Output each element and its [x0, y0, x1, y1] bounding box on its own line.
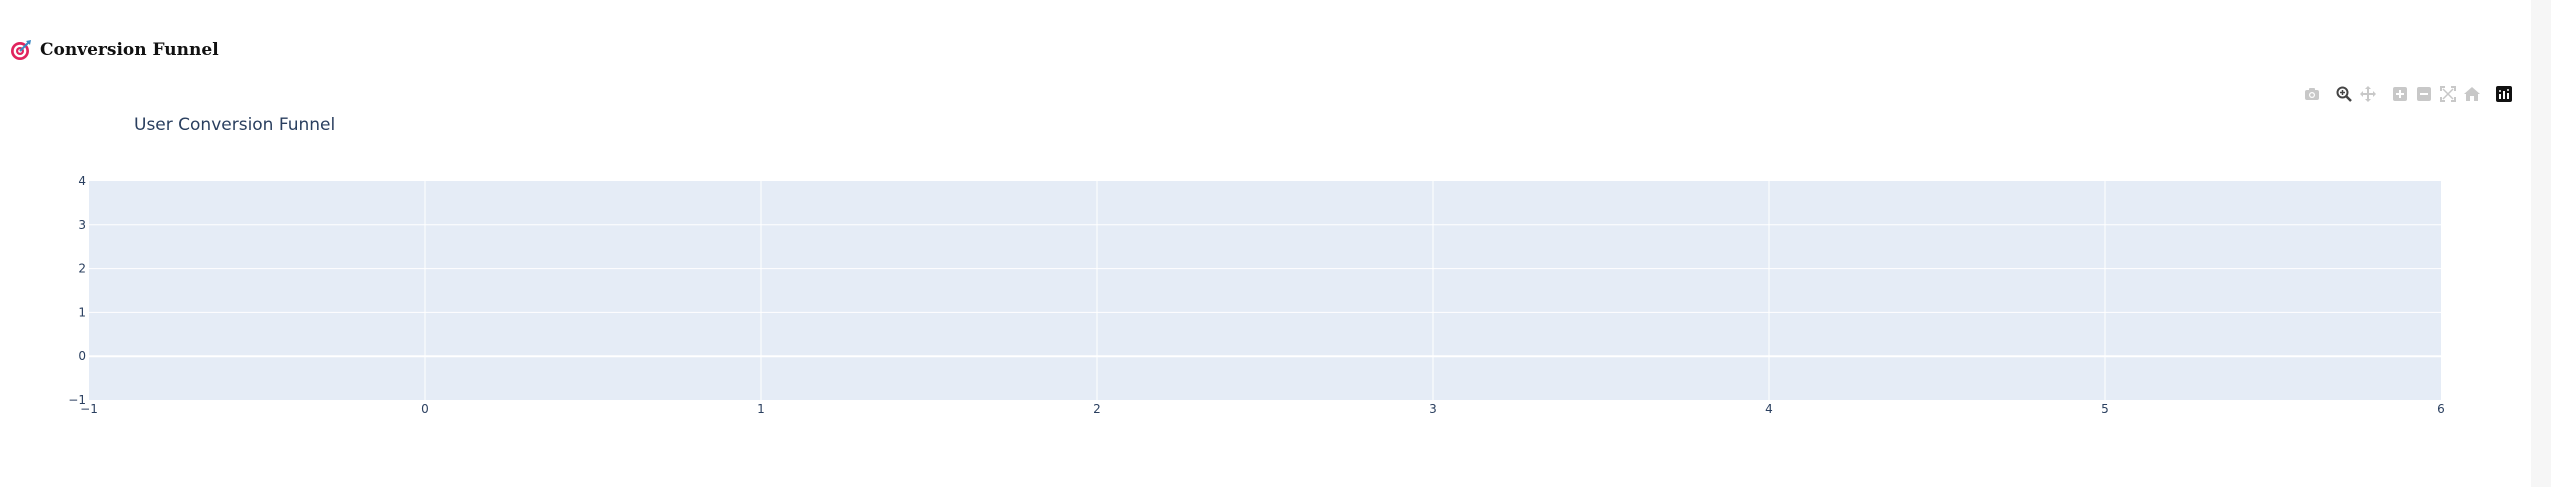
camera-icon[interactable] — [2303, 85, 2321, 103]
section-header: Conversion Funnel — [10, 39, 219, 61]
grid-lines — [89, 181, 2441, 400]
x-tick-label: −1 — [80, 402, 98, 416]
y-tick-label: 0 — [78, 349, 86, 363]
target-icon — [10, 39, 32, 61]
zoom-icon[interactable] — [2335, 85, 2353, 103]
plot-area[interactable] — [89, 181, 2441, 400]
y-tick-label: −1 — [68, 393, 86, 407]
plotly-logo-icon[interactable] — [2495, 85, 2513, 103]
x-tick-label: 1 — [757, 402, 765, 416]
y-tick-label: 3 — [78, 218, 86, 232]
x-tick-label: 3 — [1429, 402, 1437, 416]
x-tick-label: 6 — [2437, 402, 2445, 416]
zoom-in-icon[interactable] — [2391, 85, 2409, 103]
x-tick-label: 0 — [421, 402, 429, 416]
vertical-scrollbar[interactable] — [2531, 0, 2551, 487]
x-tick-label: 2 — [1093, 402, 1101, 416]
zoom-out-icon[interactable] — [2415, 85, 2433, 103]
section-title: Conversion Funnel — [40, 40, 219, 60]
chart-svg: User Conversion Funnel −1 0 1 2 3 4 5 6 −1 0 1 2 3 4 — [68, 115, 2445, 416]
home-icon[interactable] — [2463, 85, 2481, 103]
y-tick-label: 1 — [78, 305, 86, 319]
y-axis-ticks: −1 0 1 2 3 4 — [68, 174, 86, 407]
y-tick-label: 4 — [78, 174, 86, 188]
y-tick-label: 2 — [78, 262, 86, 276]
funnel-chart: User Conversion Funnel −1 0 1 2 3 4 5 6 −1 0 1 2 3 4 — [0, 100, 2551, 440]
x-tick-label: 5 — [2101, 402, 2109, 416]
pan-icon[interactable] — [2359, 85, 2377, 103]
autoscale-icon[interactable] — [2439, 85, 2457, 103]
chart-title: User Conversion Funnel — [134, 115, 335, 135]
x-tick-label: 4 — [1765, 402, 1773, 416]
x-axis-ticks: −1 0 1 2 3 4 5 6 — [80, 402, 2445, 416]
chart-modebar — [2303, 84, 2519, 104]
